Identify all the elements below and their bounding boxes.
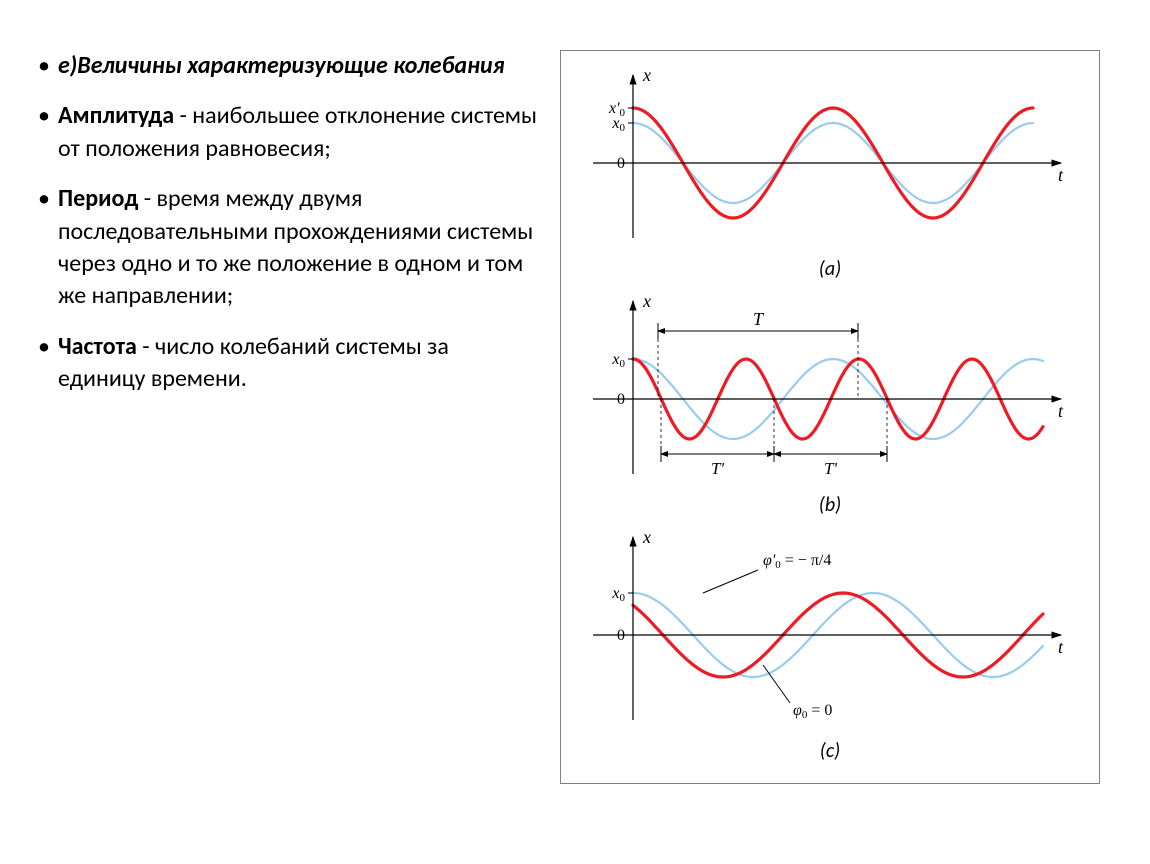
amplitude-item: Амплитуда - наибольшее отклонение систем… [30,100,540,165]
svg-text:φ'0 = − π/4: φ'0 = − π/4 [763,552,831,571]
svg-text:x: x [642,527,651,547]
chart-c-svg: x t x0 0 φ'0 = − π/4 φ0 = 0 [573,525,1073,735]
svg-text:0: 0 [617,627,625,644]
period-item: Период - время между двумя последователь… [30,183,540,313]
svg-text:T': T' [824,459,837,478]
svg-text:0: 0 [617,391,625,408]
diagram-column: xtx'0x00 (a) xtx00TT'T' (b) xtx00φ'0 = −… [560,50,1100,784]
frequency-term: Частота [58,332,137,361]
panel-c-label: (c) [573,739,1087,763]
period-term: Период [58,184,138,213]
chart-a-svg: xtx'0x00 [573,63,1073,253]
frequency-item: Частота - число колебаний системы за еди… [30,331,540,396]
svg-text:x0: x0 [611,585,625,604]
definitions-list: е)Величины характеризующие колебания Амп… [30,50,560,784]
svg-text:x0: x0 [611,351,625,370]
panel-a: xtx'0x00 (a) [573,63,1087,281]
heading-text: Величины характеризующие колебания [77,51,504,80]
chart-b-svg: x t x0 0 T T' T' [573,289,1073,489]
heading-item: е)Величины характеризующие колебания [30,50,540,82]
panel-b-label: (b) [573,493,1087,517]
svg-text:T': T' [711,459,724,478]
panel-c: x t x0 0 φ'0 = − π/4 φ0 = 0 (c) [573,525,1087,763]
panel-b: x t x0 0 T T' T' (b) [573,289,1087,517]
svg-text:t: t [1058,401,1064,421]
svg-text:x: x [642,65,651,85]
panel-a-label: (a) [573,257,1087,281]
amplitude-term: Амплитуда [58,101,174,130]
svg-text:t: t [1058,637,1064,657]
heading-prefix: е) [58,51,77,80]
svg-text:x: x [642,291,651,311]
svg-text:0: 0 [617,155,625,172]
svg-text:T: T [753,309,765,329]
svg-text:φ0 = 0: φ0 = 0 [793,702,832,721]
svg-text:t: t [1058,165,1064,185]
